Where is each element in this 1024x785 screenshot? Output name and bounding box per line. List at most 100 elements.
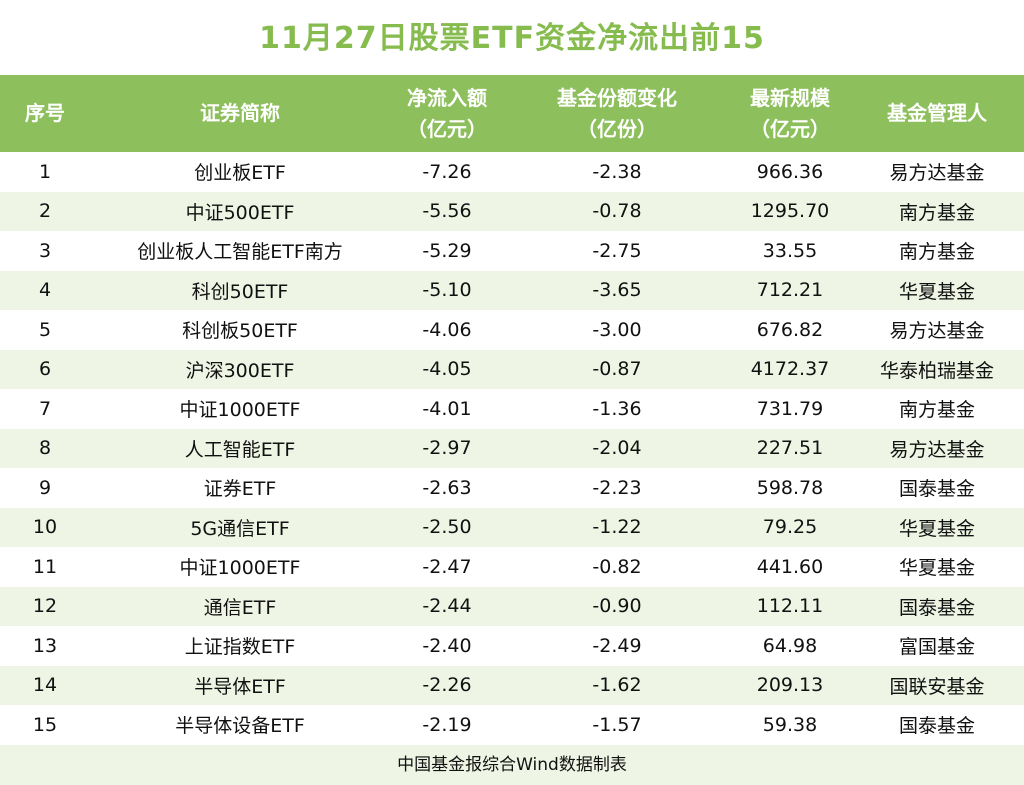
table-row: 9 证券ETF -2.63 -2.23 598.78 国泰基金 [0,468,1024,508]
table-cell: -5.29 [422,239,472,262]
header-cell: 净流入额 （亿元） [390,75,504,152]
table-cell: 华夏基金 [898,557,975,580]
table-row: 4 科创50ETF -5.10 -3.65 712.21 华夏基金 [0,270,1024,310]
table-cell: 227.51 [730,428,850,468]
table-cell: 华夏基金 [850,270,1024,310]
table-cell: 1 [38,160,52,183]
header-line: 净流入额 [407,85,487,110]
table-cell: 中证1000ETF [179,399,301,422]
table-cell: -0.78 [504,191,730,231]
table-cell: 59.38 [762,713,818,736]
table-cell: 国泰基金 [898,478,975,501]
table-cell: 5G通信ETF [90,507,390,547]
table-cell: 7 [38,397,52,420]
table-cell: 沪深300ETF [90,349,390,389]
footer: 中国基金报综合Wind数据制表 [0,744,1024,785]
table-cell: 科创板50ETF [182,320,298,343]
header-line: （亿元） [407,116,487,141]
table-cell: -1.62 [504,665,730,705]
table-cell: -2.49 [592,634,642,657]
table-cell: -1.57 [592,713,642,736]
table-cell: 人工智能ETF [90,428,390,468]
table-cell: 79.25 [730,507,850,547]
table-row: 11 中证1000ETF -2.47 -0.82 441.60 华夏基金 [0,547,1024,587]
table-cell: -2.63 [422,476,472,499]
table-row: 15 半导体设备ETF -2.19 -1.57 59.38 国泰基金 [0,705,1024,745]
table-cell: 15 [32,713,58,736]
table-row: 13 上证指数ETF -2.40 -2.49 64.98 富国基金 [0,626,1024,666]
table-cell: -0.82 [592,555,642,578]
table-cell: 11 [32,555,58,578]
table-cell: -7.26 [422,160,472,183]
table-cell: 712.21 [730,270,850,310]
table-cell: 易方达基金 [889,162,985,185]
header-line: 证券简称 [200,101,280,125]
table-cell: 易方达基金 [889,320,985,343]
header-cell: 基金管理人 [850,75,1024,152]
table-cell: 9 [38,476,52,499]
table-cell: -0.87 [504,349,730,389]
table-cell: 598.78 [756,476,824,499]
header-row: 序号 证券简称 净流入额 （亿元） 基金份额变化 （亿份） 最新规模 （亿元） 基金管理人 [0,75,1024,152]
table-cell: 半导体ETF [90,665,390,705]
table-cell: 上证指数ETF [184,636,296,659]
table-cell: 966.36 [756,160,824,183]
table-cell: 2 [0,191,90,231]
table-row: 10 5G通信ETF -2.50 -1.22 79.25 华夏基金 [0,507,1024,547]
table: 序号 证券简称 净流入额 （亿元） 基金份额变化 （亿份） 最新规模 （亿元） 基金管理人 1 创… [0,75,1024,745]
table-cell: -5.56 [390,191,504,231]
header-line: 基金管理人 [887,101,987,125]
table-cell: 富国基金 [898,636,975,659]
table-cell: 5 [38,318,52,341]
table-cell: -2.38 [592,160,642,183]
table-cell: 证券ETF [203,478,277,501]
table-row: 14 半导体ETF -2.26 -1.62 209.13 国联安基金 [0,665,1024,705]
table-cell: 国联安基金 [850,665,1024,705]
table-cell: 华泰柏瑞基金 [850,349,1024,389]
table-cell: 1295.70 [730,191,850,231]
table-cell: -1.36 [592,397,642,420]
table-cell: 14 [0,665,90,705]
table-cell: 12 [0,586,90,626]
table-cell: 创业板人工智能ETF南方 [137,241,343,264]
table-cell: 209.13 [730,665,850,705]
table-row: 12 通信ETF -2.44 -0.90 112.11 国泰基金 [0,586,1024,626]
table-cell: -2.97 [390,428,504,468]
table-cell: 通信ETF [90,586,390,626]
table-cell: -3.00 [592,318,642,341]
table-cell: -2.44 [390,586,504,626]
table-cell: 创业板ETF [194,162,286,185]
title: 11月27日股票ETF资金净流出前15 [259,21,765,56]
table-cell: 华夏基金 [850,507,1024,547]
table-row: 5 科创板50ETF -4.06 -3.00 676.82 易方达基金 [0,310,1024,350]
table-cell: -2.19 [422,713,472,736]
table-cell: 112.11 [730,586,850,626]
table-cell: 南方基金 [898,241,975,264]
table-cell: -3.65 [504,270,730,310]
table-cell: -0.90 [504,586,730,626]
table-cell: 8 [0,428,90,468]
table-cell: 10 [0,507,90,547]
table-cell: -2.50 [390,507,504,547]
header-cell: 基金份额变化 （亿份） [504,75,730,152]
table-cell: 国泰基金 [898,715,975,738]
table-row: 8 人工智能ETF -2.97 -2.04 227.51 易方达基金 [0,428,1024,468]
table-row: 7 中证1000ETF -4.01 -1.36 731.79 南方基金 [0,389,1024,429]
table-cell: 中证500ETF [90,191,390,231]
table-cell: 4 [0,270,90,310]
table-cell: -2.40 [422,634,472,657]
table-cell: 441.60 [756,555,824,578]
table-cell: 中证1000ETF [179,557,301,580]
table-cell: -5.10 [390,270,504,310]
table-cell: -2.04 [504,428,730,468]
table-cell: 半导体设备ETF [175,715,305,738]
table-cell: 33.55 [762,239,818,262]
header-line: 序号 [25,101,65,125]
table-cell: -4.01 [422,397,472,420]
table-cell: 南方基金 [898,399,975,422]
table-cell: 731.79 [756,397,824,420]
table-cell: 13 [32,634,58,657]
table-cell: 6 [0,349,90,389]
header-cell: 最新规模 （亿元） [730,75,850,152]
